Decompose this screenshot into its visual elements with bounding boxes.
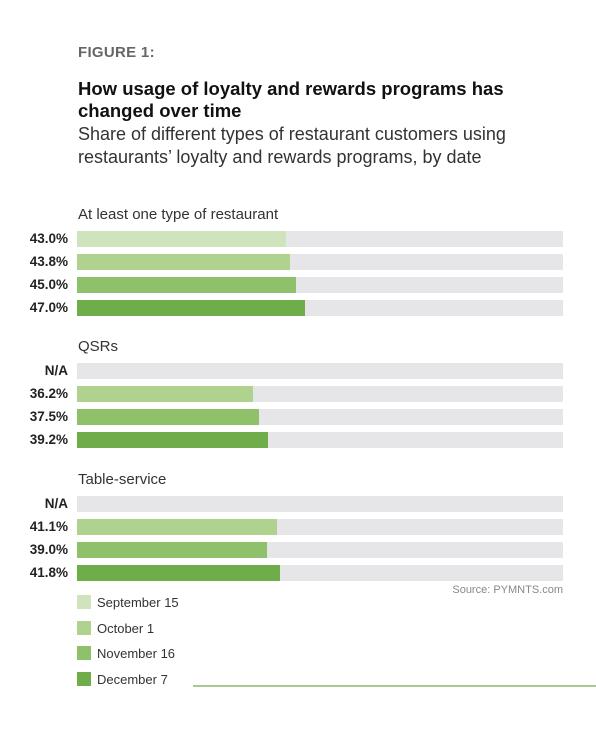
data-label: 41.1% [29, 519, 68, 534]
data-label: N/A [44, 363, 68, 378]
bar-track [77, 386, 563, 402]
bar-track [77, 496, 563, 512]
bar [77, 277, 296, 293]
data-label: 39.2% [29, 432, 68, 447]
data-label: 37.5% [29, 409, 68, 424]
bar-row: 47.0% [0, 300, 596, 316]
bar [77, 300, 306, 316]
bar [77, 519, 277, 535]
bar-track [77, 565, 563, 581]
bar [77, 542, 267, 558]
legend-swatch [77, 646, 91, 660]
bar-row: 39.2% [0, 432, 596, 448]
bar-row: 41.1% [0, 519, 596, 535]
bar-track [77, 519, 563, 535]
group-title: QSRs [78, 338, 119, 355]
bar-track [77, 542, 563, 558]
bar-track [77, 254, 563, 270]
bar-row: 37.5% [0, 409, 596, 425]
bar-row: N/A [0, 363, 596, 379]
chart-subtitle: Share of different types of restaurant c… [78, 124, 506, 167]
group-title: At least one type of restaurant [78, 206, 279, 223]
data-label: N/A [44, 496, 68, 511]
bar [77, 254, 290, 270]
legend-label: September 15 [97, 595, 179, 610]
data-label: 43.0% [29, 231, 68, 246]
chart-title: How usage of loyalty and rewards program… [78, 78, 504, 121]
data-label: 36.2% [29, 386, 68, 401]
data-label: 41.8% [29, 565, 68, 580]
bar-track [77, 231, 563, 247]
legend-swatch [77, 671, 91, 686]
legend-label: October 1 [97, 620, 155, 636]
data-label: 43.8% [29, 254, 68, 269]
data-label: 39.0% [29, 542, 68, 557]
data-label: 47.0% [29, 300, 68, 315]
bar-track [77, 277, 563, 293]
bar-row: 39.0% [0, 542, 596, 558]
bar-row: 36.2% [0, 386, 596, 402]
divider-line [193, 685, 596, 687]
data-label: 45.0% [29, 277, 68, 292]
source-note: Source: PYMNTS.com [452, 584, 563, 596]
group-title: Table-service [78, 471, 167, 488]
bar [77, 409, 260, 425]
bar [77, 231, 286, 247]
bar-row: N/A [0, 496, 596, 512]
legend-swatch [77, 595, 91, 609]
bar [77, 432, 268, 448]
bar-track [77, 363, 563, 379]
figure-label: FIGURE 1: [78, 44, 155, 61]
bar-track [77, 409, 563, 425]
bar-row: 43.8% [0, 254, 596, 270]
bar-track [77, 300, 563, 316]
legend-swatch [77, 620, 91, 635]
bar [77, 386, 253, 402]
bar-row: 41.8% [0, 565, 596, 581]
bar-row: 43.0% [0, 231, 596, 247]
bar-track [77, 432, 563, 448]
bar-row: 45.0% [0, 277, 596, 293]
legend-label: November 16 [97, 646, 176, 661]
bar [77, 565, 281, 581]
legend-label: December 7 [97, 671, 168, 687]
